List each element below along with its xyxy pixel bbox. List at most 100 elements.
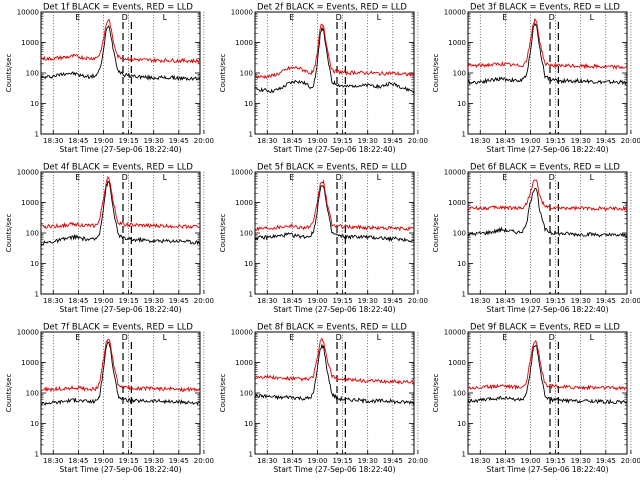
x-tick-label: 18:30: [257, 137, 277, 145]
series-lld-line: [40, 338, 201, 393]
y-tick-label: 100: [240, 70, 253, 78]
panel-3: Det 3f BLACK = Events, RED = LLD 18:30 18:…: [432, 3, 640, 155]
x-tick-label: 19:45: [383, 457, 403, 465]
panel-5: Det 5f BLACK = Events, RED = LLD 18:30 18:…: [219, 163, 428, 315]
y-axis-label: Counts/sec: [432, 374, 440, 413]
y-tick-label: 10000: [444, 329, 466, 337]
marker-letter-L: L: [163, 333, 168, 342]
y-tick-label: 10: [30, 260, 39, 268]
x-tick-label: 20:00: [408, 137, 428, 145]
series-lld-line: [40, 176, 201, 230]
x-tick-label: 20:00: [194, 457, 214, 465]
y-axis-label: Counts/sec: [219, 374, 227, 413]
x-tick-label: 19:15: [545, 457, 565, 465]
x-tick-label: 19:00: [93, 297, 113, 305]
marker-letter-D: D: [336, 173, 342, 182]
marker-letter-L: L: [163, 13, 168, 22]
plot-frame: [254, 331, 415, 455]
y-tick-label: 10000: [231, 169, 253, 177]
y-tick-label: 1: [35, 131, 39, 139]
series-lld-line: [254, 23, 415, 80]
x-tick-label: 19:15: [545, 137, 565, 145]
marker-letter-L: L: [377, 333, 382, 342]
panel-title: Det 4f BLACK = Events, RED = LLD: [43, 163, 193, 173]
panel-title: Det 9f BLACK = Events, RED = LLD: [470, 323, 620, 333]
plot-frame: [40, 331, 201, 455]
y-tick-label: 1: [462, 451, 466, 459]
x-tick-label: 20:00: [408, 457, 428, 465]
marker-letter-D: D: [122, 333, 128, 342]
series-lld-line: [467, 339, 628, 391]
x-axis-label: Start Time (27-Sep-06 18:22:40): [487, 145, 609, 154]
series-events-line: [40, 341, 201, 406]
x-tick-label: 19:30: [571, 137, 591, 145]
series-lld-line: [40, 18, 201, 64]
x-tick-label: 20:00: [621, 137, 640, 145]
series-lld-line: [254, 179, 415, 232]
x-tick-label: 19:45: [596, 137, 616, 145]
marker-letter-E: E: [75, 173, 80, 182]
y-axis-label: Counts/sec: [5, 54, 13, 93]
marker-letter-D: D: [549, 173, 555, 182]
y-tick-label: 100: [26, 390, 39, 398]
x-tick-label: 19:00: [307, 457, 327, 465]
marker-letter-E: E: [502, 333, 507, 342]
y-tick-label: 1000: [21, 39, 39, 47]
x-tick-label: 18:45: [282, 297, 302, 305]
marker-letter-L: L: [377, 13, 382, 22]
x-tick-label: 20:00: [408, 297, 428, 305]
panel-1: Det 1f BLACK = Events, RED = LLD 18:30 18:…: [5, 3, 214, 155]
marker-letter-D: D: [336, 333, 342, 342]
y-tick-label: 1000: [448, 39, 466, 47]
series-events-line: [40, 180, 201, 246]
y-axis-label: Counts/sec: [432, 214, 440, 253]
x-tick-label: 18:45: [282, 137, 302, 145]
x-axis-label: Start Time (27-Sep-06 18:22:40): [487, 465, 609, 474]
plot-frame: [254, 171, 415, 295]
y-tick-label: 1: [35, 291, 39, 299]
x-tick-label: 18:30: [43, 457, 63, 465]
marker-letter-E: E: [289, 173, 294, 182]
x-tick-label: 20:00: [194, 137, 214, 145]
panel-9: Det 9f BLACK = Events, RED = LLD 18:30 18:…: [432, 323, 640, 475]
y-tick-label: 100: [453, 70, 466, 78]
x-tick-label: 18:45: [495, 137, 515, 145]
y-tick-label: 100: [26, 230, 39, 238]
x-tick-label: 20:00: [621, 457, 640, 465]
x-tick-label: 18:30: [470, 297, 490, 305]
x-tick-label: 19:45: [169, 137, 189, 145]
x-tick-label: 19:30: [571, 297, 591, 305]
panel-6: Det 6f BLACK = Events, RED = LLD 18:30 18:…: [432, 163, 640, 315]
y-tick-label: 10000: [231, 9, 253, 17]
series-lld-line: [254, 337, 415, 385]
y-tick-label: 100: [240, 390, 253, 398]
x-tick-label: 19:30: [358, 457, 378, 465]
x-tick-label: 18:45: [495, 297, 515, 305]
x-tick-label: 19:30: [358, 297, 378, 305]
y-tick-label: 100: [240, 230, 253, 238]
y-tick-label: 1000: [235, 359, 253, 367]
series-lld-line: [467, 179, 628, 212]
series-events-line: [467, 188, 628, 238]
panel-2: Det 2f BLACK = Events, RED = LLD 18:30 18:…: [219, 3, 428, 155]
x-tick-label: 18:30: [470, 457, 490, 465]
x-tick-label: 18:30: [257, 297, 277, 305]
panel-title: Det 3f BLACK = Events, RED = LLD: [470, 3, 620, 13]
y-tick-label: 1: [462, 291, 466, 299]
x-tick-label: 19:15: [332, 297, 352, 305]
y-tick-label: 100: [453, 230, 466, 238]
x-tick-label: 19:45: [169, 457, 189, 465]
y-tick-label: 1000: [448, 359, 466, 367]
panel-title: Det 8f BLACK = Events, RED = LLD: [257, 323, 407, 333]
x-tick-label: 18:45: [68, 297, 88, 305]
x-tick-label: 18:30: [257, 457, 277, 465]
y-tick-label: 10000: [17, 329, 39, 337]
x-tick-label: 19:30: [358, 137, 378, 145]
x-axis-label: Start Time (27-Sep-06 18:22:40): [274, 465, 396, 474]
x-tick-label: 19:00: [93, 137, 113, 145]
y-tick-label: 1: [249, 291, 253, 299]
x-tick-label: 19:15: [118, 297, 138, 305]
x-tick-label: 19:30: [144, 457, 164, 465]
y-axis-label: Counts/sec: [219, 214, 227, 253]
